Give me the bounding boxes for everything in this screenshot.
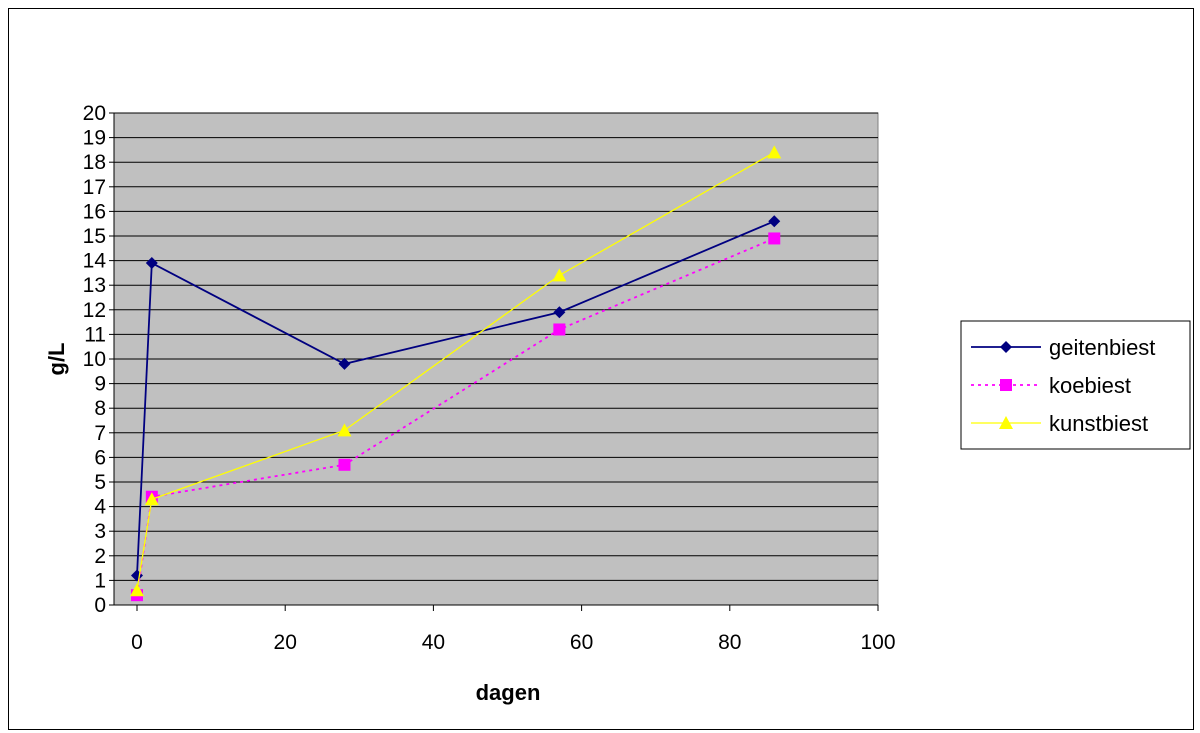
x-tick-label: 60	[570, 631, 593, 654]
y-tick-label: 4	[94, 496, 106, 519]
data-point-kunstbiest	[130, 583, 144, 597]
y-tick-label: 15	[83, 225, 106, 248]
legend-marker	[1000, 379, 1012, 391]
data-point-koebiest	[768, 232, 781, 245]
data-point-koebiest	[553, 323, 566, 336]
data-point-geitenbiest	[145, 257, 158, 270]
y-tick-label: 10	[83, 348, 106, 371]
y-tick-label: 20	[83, 102, 106, 125]
y-tick-label: 14	[83, 250, 107, 273]
y-tick-label: 5	[94, 471, 106, 494]
y-tick-label: 11	[84, 323, 106, 346]
legend: geitenbiest koebiest kunstbiest	[960, 320, 1191, 450]
y-tick-label: 18	[83, 151, 106, 174]
x-tick-label: 80	[718, 631, 741, 654]
data-point-geitenbiest	[553, 306, 566, 319]
x-axis-tick-labels: 0 20 40 60 80 100	[131, 631, 895, 654]
axes	[109, 112, 879, 611]
y-tick-label: 2	[94, 545, 106, 568]
x-tick-label: 40	[422, 631, 445, 654]
data-point-kunstbiest	[337, 423, 352, 437]
x-tick-label: 100	[860, 631, 895, 654]
data-point-kunstbiest	[767, 145, 782, 159]
series-layer	[130, 145, 782, 602]
y-tick-label: 6	[94, 446, 106, 469]
legend-label: kunstbiest	[1049, 411, 1148, 436]
y-tick-label: 17	[83, 176, 106, 199]
y-tick-label: 3	[94, 520, 106, 543]
gridlines	[114, 112, 878, 581]
y-tick-label: 0	[94, 594, 106, 617]
y-tick-label: 13	[83, 274, 106, 297]
legend-label: geitenbiest	[1049, 335, 1155, 360]
y-axis-title: g/L	[44, 343, 69, 376]
y-tick-label: 19	[83, 127, 106, 150]
legend-item-koebiest: koebiest	[971, 373, 1131, 398]
legend-marker	[1000, 341, 1012, 353]
y-tick-label: 8	[94, 397, 106, 420]
x-axis-title: dagen	[476, 680, 541, 705]
data-point-kunstbiest	[144, 492, 159, 506]
y-tick-label: 9	[94, 373, 106, 396]
y-tick-label: 1	[94, 569, 106, 592]
y-tick-label: 7	[94, 422, 106, 445]
x-tick-label: 0	[131, 631, 143, 654]
series-kunstbiest	[130, 145, 782, 597]
legend-item-geitenbiest: geitenbiest	[971, 335, 1155, 360]
legend-item-kunstbiest: kunstbiest	[971, 411, 1148, 436]
data-point-geitenbiest	[768, 215, 781, 228]
legend-marker	[999, 416, 1013, 429]
data-point-geitenbiest	[338, 357, 351, 370]
x-tick-label: 20	[274, 631, 297, 654]
data-point-koebiest	[338, 458, 351, 471]
data-point-kunstbiest	[552, 268, 567, 282]
y-tick-label: 16	[83, 200, 106, 223]
y-tick-label: 12	[83, 299, 106, 322]
legend-label: koebiest	[1049, 373, 1131, 398]
